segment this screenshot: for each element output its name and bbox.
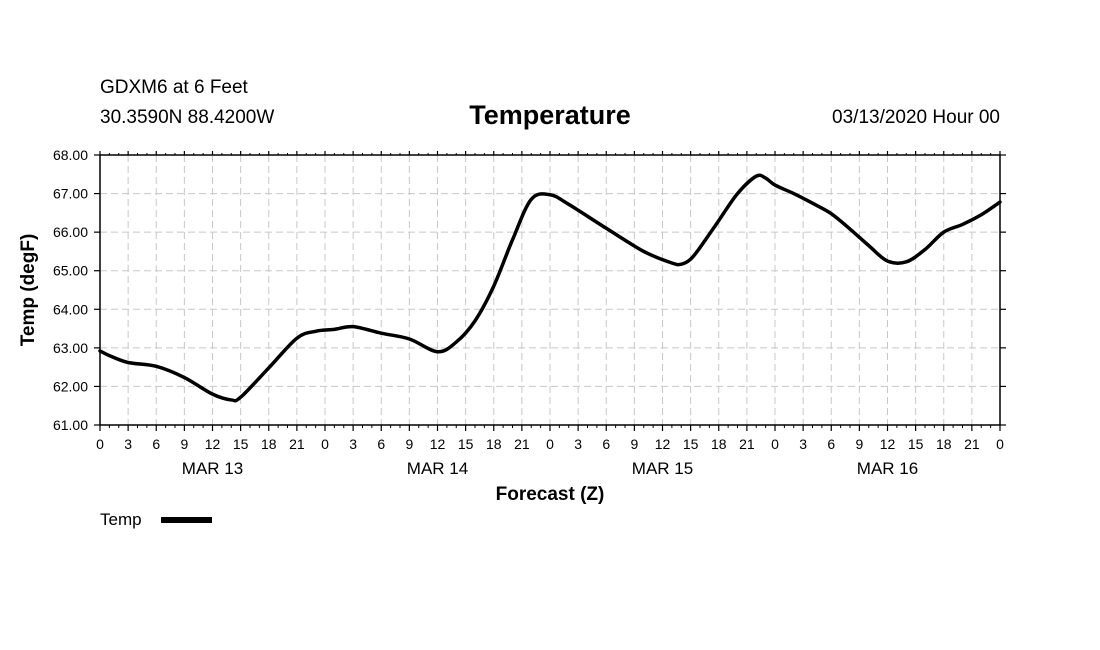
- legend: Temp: [100, 510, 212, 529]
- x-tick-label: 0: [546, 436, 554, 452]
- x-tick-label: 6: [377, 436, 385, 452]
- x-tick-label: 0: [771, 436, 779, 452]
- x-tick-label: 18: [936, 436, 952, 452]
- x-tick-label: 9: [180, 436, 188, 452]
- x-tick-label: 12: [430, 436, 446, 452]
- legend-label-temp: Temp: [100, 510, 142, 529]
- x-tick-label: 6: [827, 436, 835, 452]
- date-label: MAR 13: [182, 459, 243, 478]
- x-tick-label: 3: [799, 436, 807, 452]
- temp-series-line: [98, 173, 1002, 403]
- x-tick-label: 12: [880, 436, 896, 452]
- x-tick-label: 3: [124, 436, 132, 452]
- x-tick-label: 9: [855, 436, 863, 452]
- date-labels: MAR 13 MAR 14 MAR 15 MAR 16: [182, 459, 918, 478]
- x-tick-label: 9: [405, 436, 413, 452]
- axis-ticks: [94, 151, 1006, 431]
- x-tick-label: 9: [630, 436, 638, 452]
- date-label: MAR 16: [857, 459, 918, 478]
- forecast-datetime: 03/13/2020 Hour 00: [832, 107, 1000, 128]
- x-tick-label: 3: [574, 436, 582, 452]
- x-tick-label: 21: [964, 436, 980, 452]
- y-tick-label: 63.00: [53, 340, 88, 356]
- y-tick-label: 64.00: [53, 301, 88, 317]
- y-tick-label: 61.00: [53, 417, 88, 433]
- x-tick-label: 12: [205, 436, 221, 452]
- x-tick-label: 15: [683, 436, 699, 452]
- y-tick-label: 66.00: [53, 224, 88, 240]
- x-tick-label: 6: [152, 436, 160, 452]
- x-tick-label: 3: [349, 436, 357, 452]
- x-tick-label: 18: [261, 436, 277, 452]
- x-tick-label: 0: [996, 436, 1004, 452]
- x-tick-label: 21: [514, 436, 530, 452]
- y-tick-label: 68.00: [53, 147, 88, 163]
- x-tick-label: 15: [458, 436, 474, 452]
- x-tick-label: 15: [233, 436, 249, 452]
- station-label: GDXM6 at 6 Feet: [100, 77, 248, 98]
- x-tick-label: 0: [321, 436, 329, 452]
- y-tick-labels: 61.00 62.00 63.00 64.00 65.00 66.00 67.00 68.00: [53, 147, 88, 433]
- x-tick-labels: 0 3 6 9 12 15 18 21 0 3 6 9 12 15 18 21 0 3 6 9 12 15 18 21 0 3 6 9…: [96, 436, 1004, 452]
- grid-lines: [100, 155, 1000, 425]
- y-tick-label: 62.00: [53, 378, 88, 394]
- x-tick-label: 18: [486, 436, 502, 452]
- x-axis-title: Forecast (Z): [496, 484, 605, 505]
- station-coordinates: 30.3590N 88.4200W: [100, 107, 275, 128]
- x-tick-label: 15: [908, 436, 924, 452]
- date-label: MAR 15: [632, 459, 693, 478]
- date-label: MAR 14: [407, 459, 468, 478]
- x-tick-label: 12: [655, 436, 671, 452]
- x-tick-label: 18: [711, 436, 727, 452]
- x-tick-label: 0: [96, 436, 104, 452]
- chart-title: Temperature: [469, 100, 631, 130]
- y-tick-label: 65.00: [53, 263, 88, 279]
- y-axis-title: Temp (degF): [18, 234, 39, 347]
- x-tick-label: 21: [289, 436, 305, 452]
- x-tick-label: 6: [602, 436, 610, 452]
- x-tick-label: 21: [739, 436, 755, 452]
- y-tick-label: 67.00: [53, 186, 88, 202]
